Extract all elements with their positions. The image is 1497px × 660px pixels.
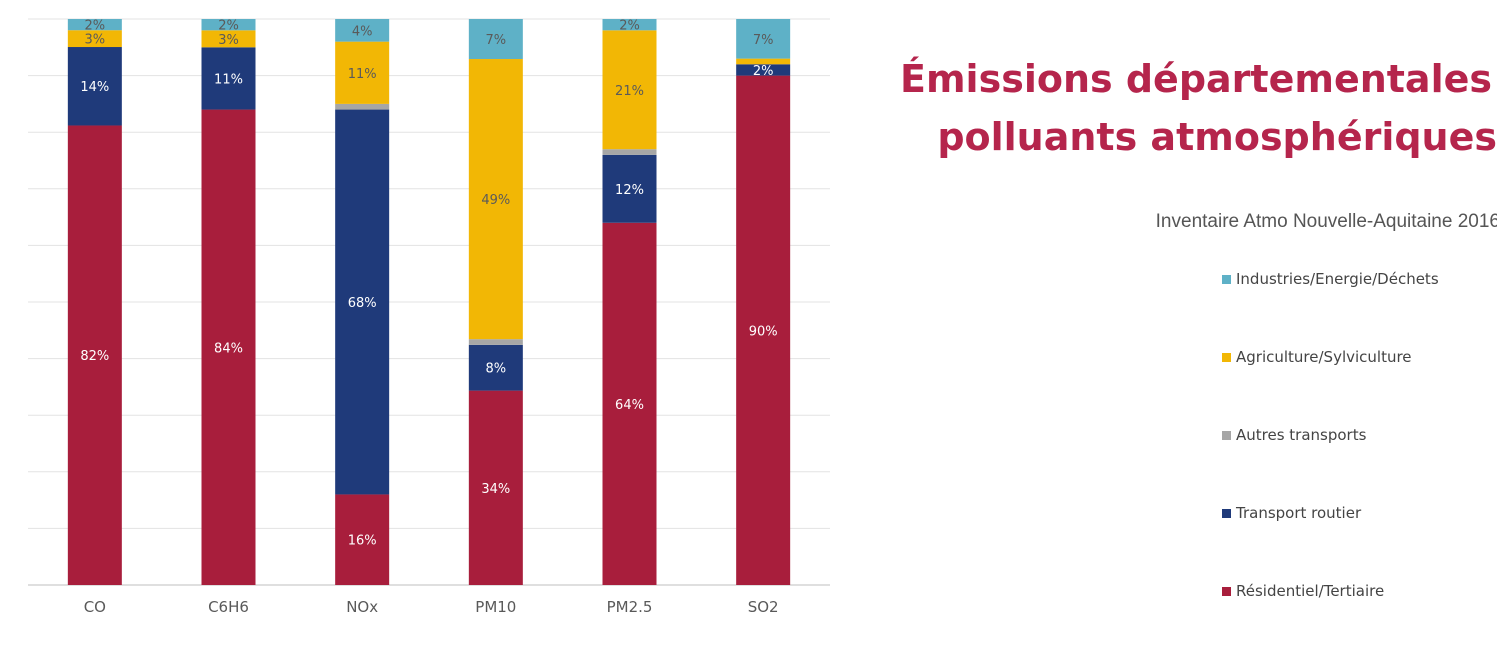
data-label: 84% bbox=[214, 341, 243, 356]
legend-item-residentiel: Résidentiel/Tertiaire bbox=[1222, 582, 1497, 660]
data-label: 8% bbox=[486, 362, 507, 377]
bar-segment bbox=[201, 109, 256, 585]
stacked-bar-chart: 82%14%3%2%84%11%3%2%16%68%11%4%34%8%49%7… bbox=[28, 18, 830, 616]
data-label: 2% bbox=[619, 19, 640, 34]
bar-segment bbox=[602, 30, 657, 150]
data-label: 49% bbox=[481, 193, 510, 208]
data-label: 64% bbox=[615, 398, 644, 413]
legend-swatch bbox=[1222, 587, 1231, 596]
bar-segment bbox=[335, 41, 390, 104]
bar-segment bbox=[736, 58, 791, 65]
legend-item-transport-routier: Transport routier bbox=[1222, 504, 1497, 582]
gridlines bbox=[28, 18, 830, 586]
legend-swatch bbox=[1222, 275, 1231, 284]
data-label: 2% bbox=[218, 19, 239, 34]
legend-label: Résidentiel/Tertiaire bbox=[1236, 582, 1385, 600]
bar-segment bbox=[736, 75, 791, 585]
x-tick-label: NOx bbox=[346, 598, 378, 616]
data-label: 3% bbox=[218, 33, 239, 48]
data-label: 82% bbox=[80, 349, 109, 364]
data-label: 34% bbox=[481, 482, 510, 497]
bar-segment bbox=[335, 103, 390, 110]
data-label: 7% bbox=[486, 33, 507, 48]
x-tick-label: PM2.5 bbox=[607, 598, 653, 616]
data-label: 21% bbox=[615, 84, 644, 99]
bars: 82%14%3%2%84%11%3%2%16%68%11%4%34%8%49%7… bbox=[67, 19, 791, 585]
bar-segment bbox=[602, 149, 657, 155]
data-label: 11% bbox=[348, 67, 377, 82]
legend-item-autres-transports: Autres transports bbox=[1222, 426, 1497, 504]
x-tick-label: PM10 bbox=[475, 598, 516, 616]
chart-subtitle: Inventaire Atmo Nouvelle-Aquitaine 2016 bbox=[1155, 211, 1497, 232]
bar-segment bbox=[468, 19, 523, 60]
data-label: 11% bbox=[214, 72, 243, 87]
legend-item-industries: Industries/Energie/Déchets bbox=[1222, 270, 1497, 348]
bar-segment bbox=[602, 222, 657, 585]
bar-segment bbox=[67, 47, 122, 126]
x-tick-label: C6H6 bbox=[208, 598, 249, 616]
data-label: 2% bbox=[753, 64, 774, 79]
bar-segment bbox=[201, 47, 256, 110]
data-label: 4% bbox=[352, 24, 373, 39]
chart-title-line-2: polluants atmosphériques bbox=[937, 115, 1497, 159]
legend-swatch bbox=[1222, 353, 1231, 362]
bar-segment bbox=[468, 339, 523, 345]
legend-label: Industries/Energie/Déchets bbox=[1236, 270, 1439, 288]
bar-segment bbox=[736, 19, 791, 59]
chart-title: Émissions départementales de polluants a… bbox=[900, 50, 1497, 166]
chart-title-line-1: Émissions départementales de bbox=[900, 57, 1497, 101]
x-tick-label: CO bbox=[84, 598, 106, 616]
data-label: 16% bbox=[348, 534, 377, 549]
data-label: 7% bbox=[753, 33, 774, 48]
legend-label: Agriculture/Sylviculture bbox=[1236, 348, 1412, 366]
bar-segment bbox=[201, 19, 256, 31]
data-label: 2% bbox=[85, 19, 106, 34]
bar-segment bbox=[468, 59, 523, 340]
bar-segment bbox=[602, 19, 657, 31]
bar-segment bbox=[335, 109, 390, 495]
legend-label: Autres transports bbox=[1236, 426, 1367, 444]
bar-segment bbox=[602, 154, 657, 223]
bar-segment bbox=[736, 64, 791, 76]
data-label: 3% bbox=[85, 33, 106, 48]
x-axis-ticks: CO C6H6 NOx PM10 PM2.5 SO2 bbox=[84, 598, 779, 616]
x-tick-label: SO2 bbox=[748, 598, 779, 616]
bar-segment bbox=[335, 494, 390, 585]
data-label: 12% bbox=[615, 183, 644, 198]
data-label: 14% bbox=[80, 80, 109, 95]
bar-segment bbox=[468, 344, 523, 391]
bar-segment bbox=[67, 30, 122, 48]
bar-segment bbox=[67, 19, 122, 31]
legend-swatch bbox=[1222, 431, 1231, 440]
bar-segment bbox=[67, 125, 122, 585]
bar-segment bbox=[468, 390, 523, 585]
legend-item-agriculture: Agriculture/Sylviculture bbox=[1222, 348, 1497, 426]
bar-segment bbox=[201, 30, 256, 48]
legend-swatch bbox=[1222, 509, 1231, 518]
legend: Industries/Energie/Déchets Agriculture/S… bbox=[1222, 270, 1497, 660]
data-label: 68% bbox=[348, 296, 377, 311]
data-label: 90% bbox=[749, 324, 778, 339]
bar-segment bbox=[335, 19, 390, 42]
legend-label: Transport routier bbox=[1236, 504, 1362, 522]
